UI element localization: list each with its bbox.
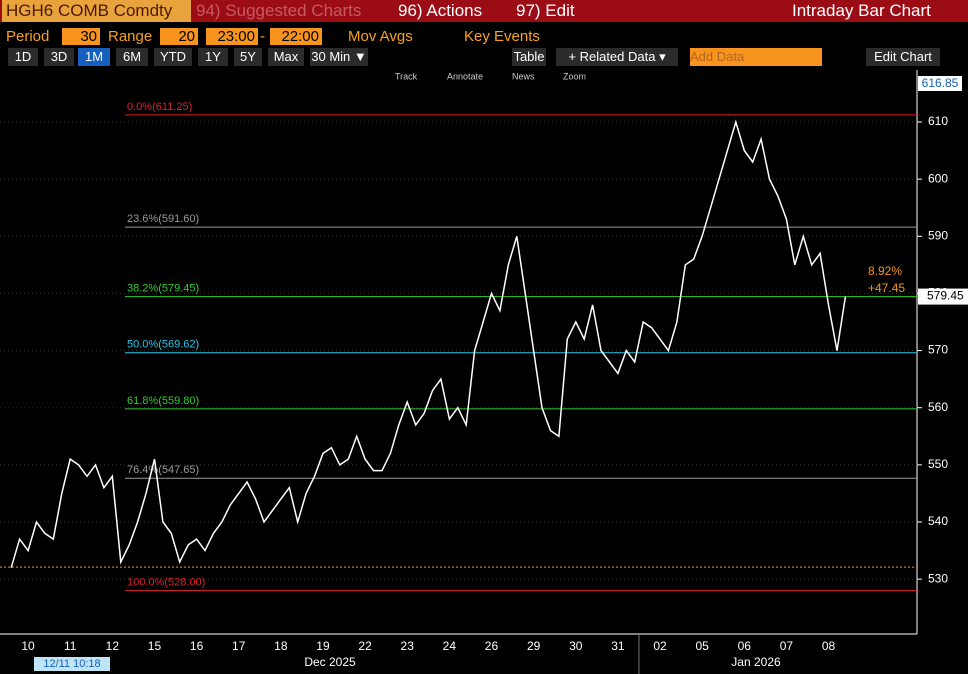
x-tick-label: 30 (569, 639, 583, 653)
x-tick-label: 15 (148, 639, 162, 653)
menu[interactable]: 96) Actions (398, 1, 483, 20)
fib-label: 23.6%(591.60) (127, 213, 199, 225)
input[interactable]: 22:00 (270, 28, 322, 45)
high-label: 616.85 (922, 76, 959, 90)
change-pct: 8.92% (868, 264, 902, 278)
input[interactable]: 23:00 (206, 28, 258, 45)
month-label: Jan 2026 (731, 655, 781, 669)
tool[interactable]: Zoom (563, 71, 586, 81)
high-box (918, 76, 962, 91)
settings-bar: Period 30 Range 20 23:00 - 22:00 Mov Avg… (0, 26, 968, 46)
x-tick-label: 24 (443, 639, 457, 653)
x-tick-label: 16 (190, 639, 204, 653)
y-tick-label: 550 (928, 457, 948, 471)
button[interactable]: 5Y (234, 48, 262, 66)
change: +47.45 (868, 281, 905, 295)
checkbox-label[interactable]: Key Events (464, 28, 540, 45)
price-line (10, 119, 847, 568)
button[interactable]: 1M (78, 48, 110, 66)
button-bar: Table + Related Data ▾ Add Data Edit Cha… (0, 48, 968, 68)
button[interactable]: Max (268, 48, 304, 66)
x-tick-label: 19 (316, 639, 330, 653)
y-tick-label: 560 (928, 400, 948, 414)
label: Range (108, 28, 153, 45)
y-tick-label: 570 (928, 343, 948, 357)
fib-label: 0.0%(611.25) (127, 101, 192, 113)
x-tick-label: 18 (274, 639, 288, 653)
tool[interactable]: Annotate (447, 71, 483, 81)
fib-label: 50.0%(569.62) (127, 339, 199, 351)
x-tick-label: 07 (780, 639, 794, 653)
tool[interactable]: Track (395, 71, 418, 81)
label: - (260, 28, 265, 45)
x-tick-label: 29 (527, 639, 541, 653)
button[interactable]: YTD (154, 48, 192, 66)
x-tick-label: 12 (106, 639, 120, 653)
x-tick-label: 05 (695, 639, 709, 653)
menu[interactable]: 94) Suggested Charts (196, 1, 362, 20)
button[interactable]: 1D (8, 48, 38, 66)
x-tick-label: 23 (401, 639, 415, 653)
y-tick-label: 590 (928, 228, 948, 242)
x-tick-label: 10 (21, 639, 35, 653)
button[interactable]: 6M (116, 48, 148, 66)
button[interactable]: Table (512, 48, 546, 66)
tool[interactable]: News (512, 71, 535, 81)
cursor-box (34, 657, 110, 671)
month-label: Dec 2025 (304, 655, 356, 669)
input[interactable]: 30 (62, 28, 100, 45)
x-tick-label: 06 (738, 639, 752, 653)
y-tick-label: 530 (928, 571, 948, 585)
chart-name: Intraday Bar Chart (792, 1, 931, 20)
fib-label: 76.4%(547.65) (127, 464, 199, 476)
label: Period (6, 28, 50, 45)
button[interactable]: + Related Data ▾ (556, 48, 678, 66)
checkbox-label[interactable]: Mov Avgs (348, 28, 413, 45)
fib-label: 38.2%(579.45) (127, 282, 199, 294)
x-tick-label: 26 (485, 639, 499, 653)
last-label: 579.45 (927, 289, 964, 303)
input[interactable]: Add Data (690, 48, 822, 66)
fib-label: 61.8%(559.80) (127, 395, 199, 407)
last-box (918, 288, 968, 305)
ticker[interactable]: HGH6 COMB Comdty (2, 0, 191, 22)
x-tick-label: 17 (232, 639, 246, 653)
y-tick-label: 610 (928, 114, 948, 128)
x-tick-label: 08 (822, 639, 836, 653)
title-bar: HGH6 COMB Comdty 94) Suggested Charts 96… (0, 0, 968, 22)
menu[interactable]: 97) Edit (516, 1, 575, 20)
cursor-label: 12/11 10:18 (43, 658, 100, 670)
button[interactable]: 1Y (198, 48, 228, 66)
y-tick-label: 540 (928, 514, 948, 528)
x-tick-label: 22 (358, 639, 372, 653)
button[interactable]: 30 Min ▼ (310, 48, 368, 66)
fib-label: 100.0%(528.00) (127, 576, 205, 588)
button[interactable]: 3D (44, 48, 74, 66)
x-tick-label: 31 (611, 639, 625, 653)
input[interactable]: 20 (160, 28, 198, 45)
y-tick-label: 600 (928, 171, 948, 185)
button[interactable]: Edit Chart (866, 48, 940, 66)
x-tick-label: 02 (653, 639, 667, 653)
x-tick-label: 11 (64, 639, 77, 653)
